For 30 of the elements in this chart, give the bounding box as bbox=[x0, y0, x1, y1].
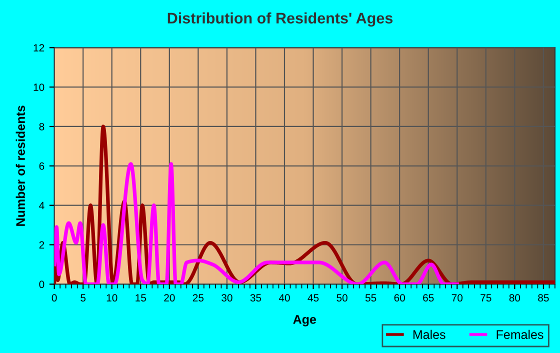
x-tick-label: 30 bbox=[222, 294, 232, 302]
x-tick-label: 55 bbox=[365, 294, 376, 302]
x-tick-label: 85 bbox=[538, 294, 549, 302]
y-axis-title: Number of residents bbox=[16, 106, 25, 226]
x-tick-label: 25 bbox=[192, 294, 204, 302]
x-tick-label: 15 bbox=[136, 294, 146, 302]
x-tick-label: 65 bbox=[423, 294, 434, 302]
y-tick-label: 12 bbox=[34, 44, 44, 52]
legend-label: Females bbox=[496, 330, 544, 340]
x-tick-label: 20 bbox=[164, 294, 175, 302]
x-tick-label: 0 bbox=[52, 294, 57, 302]
x-tick-label: 10 bbox=[106, 294, 118, 302]
x-tick-label: 80 bbox=[509, 294, 520, 302]
x-tick-label: 75 bbox=[480, 294, 492, 302]
x-tick-label: 50 bbox=[336, 294, 348, 302]
y-tick-label: 10 bbox=[34, 84, 44, 91]
x-tick-label: 35 bbox=[250, 294, 262, 302]
legend-label: Males bbox=[413, 330, 446, 340]
x-tick-label: 45 bbox=[308, 294, 319, 302]
x-tick-label: 5 bbox=[80, 294, 86, 302]
x-axis-title: Age bbox=[293, 315, 316, 326]
y-tick-label: 2 bbox=[39, 241, 44, 249]
x-tick-label: 70 bbox=[452, 294, 463, 302]
x-tick-label: 40 bbox=[278, 294, 290, 302]
y-tick-label: 4 bbox=[39, 202, 44, 210]
x-tick-label: 60 bbox=[394, 294, 405, 302]
y-tick-label: 0 bbox=[39, 280, 44, 288]
y-tick-label: 6 bbox=[39, 162, 44, 170]
chart-title: Distribution of Residents' Ages bbox=[168, 12, 393, 27]
y-tick-label: 8 bbox=[39, 122, 44, 130]
